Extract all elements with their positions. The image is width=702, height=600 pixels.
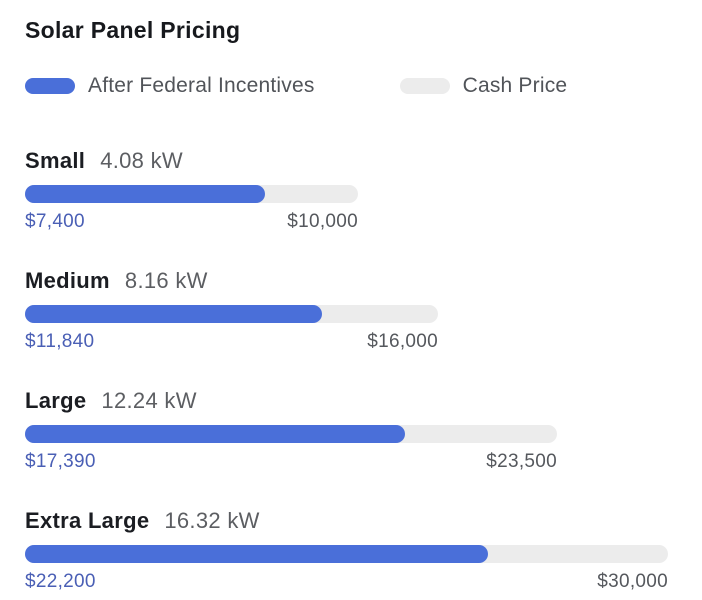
- legend-item-after-incentives: After Federal Incentives: [25, 74, 315, 98]
- price-labels: $17,390 $23,500: [25, 451, 557, 473]
- row-large-header: Large 12.24 kW: [25, 388, 682, 414]
- legend-label-after-incentives: After Federal Incentives: [88, 74, 315, 97]
- row-extra-large-header: Extra Large 16.32 kW: [25, 508, 682, 534]
- cash-price-label: $10,000: [287, 211, 358, 232]
- panel-kw-label: 8.16 kW: [124, 268, 208, 293]
- incentive-price-label: $11,840: [25, 331, 95, 352]
- cash-price-label: $30,000: [597, 571, 668, 592]
- panel-size-label: Small: [25, 148, 86, 173]
- incentive-price-bar: [25, 425, 405, 443]
- cash-price-bar: [25, 305, 438, 323]
- cash-price-bar: [25, 185, 358, 203]
- cash-price-label: $16,000: [367, 331, 438, 352]
- row-extra-large: Extra Large 16.32 kW $22,200 $30,000: [25, 508, 682, 593]
- panel-kw-label: 16.32 kW: [164, 508, 260, 533]
- cash-price-label: $23,500: [486, 451, 557, 472]
- row-small-header: Small 4.08 kW: [25, 148, 682, 174]
- panel-size-label: Large: [25, 388, 87, 413]
- incentives-swatch-icon: [25, 78, 75, 94]
- incentive-price-label: $17,390: [25, 451, 96, 472]
- row-medium: Medium 8.16 kW $11,840 $16,000: [25, 268, 682, 353]
- price-labels: $11,840 $16,000: [25, 331, 438, 353]
- cash-swatch-icon: [399, 78, 450, 94]
- incentive-price-bar: [25, 305, 322, 323]
- row-small: Small 4.08 kW $7,400 $10,000: [25, 148, 682, 233]
- incentive-price-label: $7,400: [25, 211, 85, 232]
- price-labels: $22,200 $30,000: [25, 571, 668, 593]
- page-title: Solar Panel Pricing: [25, 17, 241, 43]
- panel-size-label: Extra Large: [25, 508, 150, 533]
- price-labels: $7,400 $10,000: [25, 211, 358, 233]
- legend-item-cash-price: Cash Price: [399, 74, 568, 98]
- incentive-price-label: $22,200: [25, 571, 96, 592]
- row-large: Large 12.24 kW $17,390 $23,500: [25, 388, 682, 473]
- incentive-price-bar: [25, 185, 265, 203]
- incentive-price-bar: [25, 545, 488, 563]
- panel-kw-label: 12.24 kW: [101, 388, 197, 413]
- row-medium-header: Medium 8.16 kW: [25, 268, 682, 294]
- legend-label-cash-price: Cash Price: [462, 74, 568, 97]
- panel-size-label: Medium: [25, 268, 110, 293]
- cash-price-bar: [25, 425, 557, 443]
- legend: After Federal Incentives Cash Price: [25, 74, 682, 98]
- pricing-rows: Small 4.08 kW $7,400 $10,000 Medium 8.16…: [25, 148, 682, 593]
- cash-price-bar: [25, 545, 668, 563]
- panel-kw-label: 4.08 kW: [100, 148, 183, 173]
